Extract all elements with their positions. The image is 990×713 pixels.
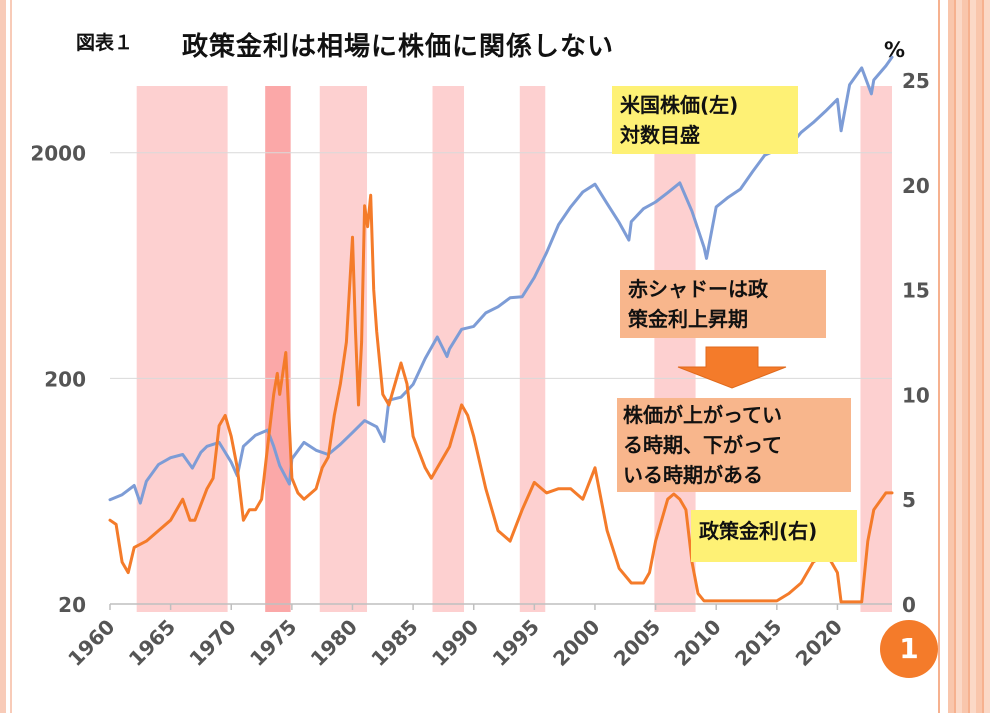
x-tick-label-1965: 1965 xyxy=(124,615,180,671)
right-axis-unit: % xyxy=(884,38,906,62)
x-tick-label-2015: 2015 xyxy=(730,615,786,671)
right-tick-label-5: 5 xyxy=(902,488,916,512)
axes xyxy=(109,603,892,610)
x-tick-label-1990: 1990 xyxy=(427,615,483,671)
shaded-period-3 xyxy=(319,86,368,612)
x-tick-label-1970: 1970 xyxy=(184,615,240,671)
x-tick-label-1985: 1985 xyxy=(366,615,422,671)
x-tick-label-2005: 2005 xyxy=(609,615,665,671)
stock-note-line-2: 対数目盛 xyxy=(620,123,700,147)
slide-frame-right xyxy=(948,0,990,713)
x-tick-label-1995: 1995 xyxy=(488,615,544,671)
stock-note: 米国株価(左) 対数目盛 xyxy=(612,86,798,154)
chart-title: 政策金利は相場に株価に関係しない xyxy=(182,32,615,62)
shaded-period-7 xyxy=(860,86,892,612)
right-tick-label-25: 25 xyxy=(902,69,930,93)
left-tick-label-2000: 2000 xyxy=(30,142,86,166)
right-tick-label-0: 0 xyxy=(902,593,916,617)
slide-frame-right-line xyxy=(938,0,940,713)
x-tick-label-2000: 2000 xyxy=(548,615,604,671)
period-note-line-3: いる時期がある xyxy=(623,463,763,487)
x-tick-label-1960: 1960 xyxy=(63,615,119,671)
rate-note: 政策金利(右) xyxy=(691,510,857,562)
shadow-note: 赤シャドーは政 策金利上昇期 xyxy=(620,270,826,338)
right-tick-label-10: 10 xyxy=(902,383,930,407)
shaded-period-2 xyxy=(265,86,291,612)
down-arrow xyxy=(677,346,787,389)
period-note: 株価が上がってい る時期、下がって いる時期がある xyxy=(617,398,851,492)
stock-note-line-1: 米国株価(左) xyxy=(620,93,739,117)
down-arrow-shape xyxy=(677,346,787,389)
period-note-line-2: る時期、下がって xyxy=(623,433,782,457)
right-tick-label-20: 20 xyxy=(902,174,930,198)
x-tick-label-2020: 2020 xyxy=(791,615,847,671)
left-tick-label-20: 20 xyxy=(58,593,86,617)
shaded-period-5 xyxy=(519,86,546,612)
shaded-period-1 xyxy=(136,86,228,612)
shadow-note-line-2: 策金利上昇期 xyxy=(628,307,748,331)
shaded-periods xyxy=(136,86,892,612)
period-note-line-1: 株価が上がってい xyxy=(623,403,782,427)
figure-label: 図表１ xyxy=(76,32,134,54)
x-tick-label-2010: 2010 xyxy=(669,615,725,671)
right-tick-label-15: 15 xyxy=(902,279,930,303)
x-tick-label-1975: 1975 xyxy=(245,615,301,671)
shadow-note-line-1: 赤シャドーは政 xyxy=(628,277,768,301)
left-tick-label-200: 200 xyxy=(44,367,86,391)
page-number-badge: 1 xyxy=(880,620,938,678)
policy-rate-line xyxy=(108,193,894,604)
slide-frame-left xyxy=(0,0,12,713)
x-tick-label-1980: 1980 xyxy=(306,615,362,671)
